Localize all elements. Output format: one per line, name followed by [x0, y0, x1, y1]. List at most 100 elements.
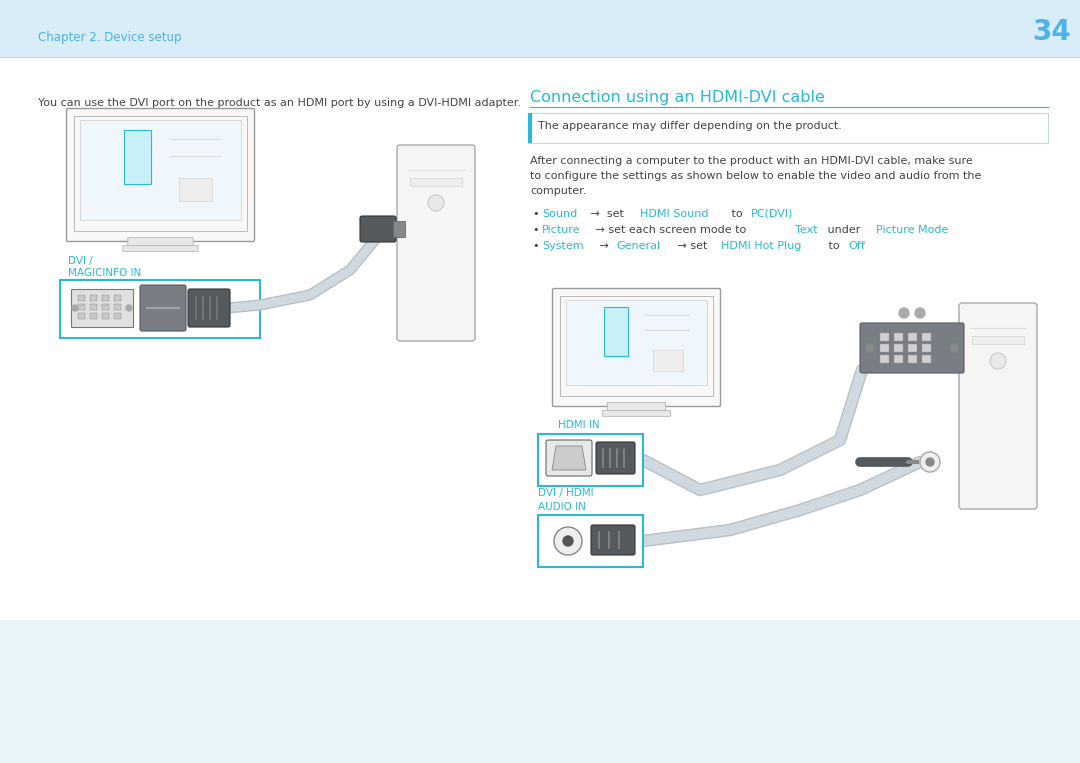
Text: to: to [728, 209, 746, 219]
Text: Picture: Picture [542, 225, 581, 235]
Text: The appearance may differ depending on the product.: The appearance may differ depending on t… [538, 121, 842, 131]
Text: to: to [825, 241, 843, 251]
FancyBboxPatch shape [922, 333, 931, 341]
Circle shape [915, 308, 924, 318]
Circle shape [866, 344, 874, 352]
FancyBboxPatch shape [78, 313, 85, 319]
Text: PC(DVI): PC(DVI) [752, 209, 794, 219]
FancyBboxPatch shape [894, 344, 903, 352]
FancyBboxPatch shape [80, 120, 241, 220]
FancyBboxPatch shape [0, 0, 1080, 57]
Text: DVI /: DVI / [68, 256, 93, 266]
Text: →: → [596, 241, 612, 251]
Text: Chapter 2. Device setup: Chapter 2. Device setup [38, 31, 181, 44]
Text: Connection using an HDMI-DVI cable: Connection using an HDMI-DVI cable [530, 90, 825, 105]
FancyBboxPatch shape [90, 295, 97, 301]
FancyBboxPatch shape [880, 344, 889, 352]
Circle shape [950, 344, 958, 352]
Circle shape [990, 353, 1005, 369]
Text: HDMI IN: HDMI IN [558, 420, 599, 430]
FancyBboxPatch shape [603, 410, 671, 417]
Text: Sound: Sound [542, 209, 577, 219]
FancyBboxPatch shape [127, 238, 193, 246]
Text: You can use the DVI port on the product as an HDMI port by using a DVI-HDMI adap: You can use the DVI port on the product … [38, 98, 521, 108]
FancyBboxPatch shape [972, 336, 1024, 344]
FancyBboxPatch shape [528, 113, 532, 143]
FancyBboxPatch shape [114, 295, 121, 301]
FancyBboxPatch shape [959, 303, 1037, 509]
FancyBboxPatch shape [393, 221, 405, 237]
Text: →  set: → set [588, 209, 627, 219]
FancyBboxPatch shape [179, 178, 213, 201]
Text: General: General [617, 241, 661, 251]
Text: → set: → set [674, 241, 711, 251]
FancyBboxPatch shape [880, 333, 889, 341]
Text: After connecting a computer to the product with an HDMI-DVI cable, make sure: After connecting a computer to the produ… [530, 156, 973, 166]
FancyBboxPatch shape [90, 304, 97, 310]
FancyBboxPatch shape [860, 323, 964, 373]
Text: → set each screen mode to: → set each screen mode to [592, 225, 750, 235]
Circle shape [899, 308, 909, 318]
Circle shape [126, 305, 132, 311]
FancyBboxPatch shape [591, 525, 635, 555]
FancyBboxPatch shape [102, 295, 109, 301]
Circle shape [920, 452, 940, 472]
Circle shape [554, 527, 582, 555]
FancyBboxPatch shape [607, 403, 665, 411]
Text: Picture Mode: Picture Mode [876, 225, 948, 235]
Text: MAGICINFO IN: MAGICINFO IN [68, 268, 141, 278]
FancyBboxPatch shape [604, 307, 629, 356]
FancyBboxPatch shape [596, 442, 635, 474]
Polygon shape [552, 446, 586, 470]
FancyBboxPatch shape [0, 57, 1080, 763]
Text: HDMI Sound: HDMI Sound [639, 209, 708, 219]
FancyBboxPatch shape [894, 355, 903, 363]
Text: DVI / HDMI: DVI / HDMI [538, 488, 594, 498]
FancyBboxPatch shape [566, 300, 707, 385]
FancyBboxPatch shape [60, 280, 260, 338]
FancyBboxPatch shape [102, 313, 109, 319]
Text: to configure the settings as shown below to enable the video and audio from the: to configure the settings as shown below… [530, 171, 982, 181]
FancyBboxPatch shape [538, 434, 643, 486]
FancyBboxPatch shape [410, 178, 462, 186]
FancyBboxPatch shape [102, 304, 109, 310]
Text: •: • [532, 209, 539, 219]
FancyBboxPatch shape [922, 355, 931, 363]
Text: HDMI Hot Plug: HDMI Hot Plug [721, 241, 801, 251]
Text: Off: Off [849, 241, 865, 251]
FancyBboxPatch shape [908, 344, 917, 352]
Text: 34: 34 [1032, 18, 1071, 46]
FancyBboxPatch shape [123, 130, 151, 184]
Text: computer.: computer. [530, 186, 586, 196]
FancyBboxPatch shape [528, 113, 1048, 143]
FancyBboxPatch shape [114, 304, 121, 310]
FancyBboxPatch shape [880, 355, 889, 363]
FancyBboxPatch shape [71, 289, 133, 327]
FancyBboxPatch shape [894, 333, 903, 341]
FancyBboxPatch shape [0, 620, 1080, 763]
FancyBboxPatch shape [90, 313, 97, 319]
FancyBboxPatch shape [538, 515, 643, 567]
Text: AUDIO IN: AUDIO IN [538, 502, 585, 512]
Circle shape [563, 536, 573, 546]
FancyBboxPatch shape [188, 289, 230, 327]
FancyBboxPatch shape [67, 108, 255, 242]
FancyBboxPatch shape [360, 216, 396, 242]
Text: •: • [532, 225, 539, 235]
Text: under: under [824, 225, 864, 235]
Text: •: • [532, 241, 539, 251]
FancyBboxPatch shape [78, 295, 85, 301]
FancyBboxPatch shape [922, 344, 931, 352]
FancyBboxPatch shape [908, 333, 917, 341]
FancyBboxPatch shape [114, 313, 121, 319]
Text: System: System [542, 241, 583, 251]
Circle shape [428, 195, 444, 211]
FancyBboxPatch shape [546, 440, 592, 476]
Text: Text: Text [795, 225, 818, 235]
FancyBboxPatch shape [553, 288, 720, 407]
FancyBboxPatch shape [123, 246, 198, 251]
Circle shape [72, 305, 78, 311]
FancyBboxPatch shape [78, 304, 85, 310]
Circle shape [926, 458, 934, 466]
FancyBboxPatch shape [140, 285, 186, 331]
